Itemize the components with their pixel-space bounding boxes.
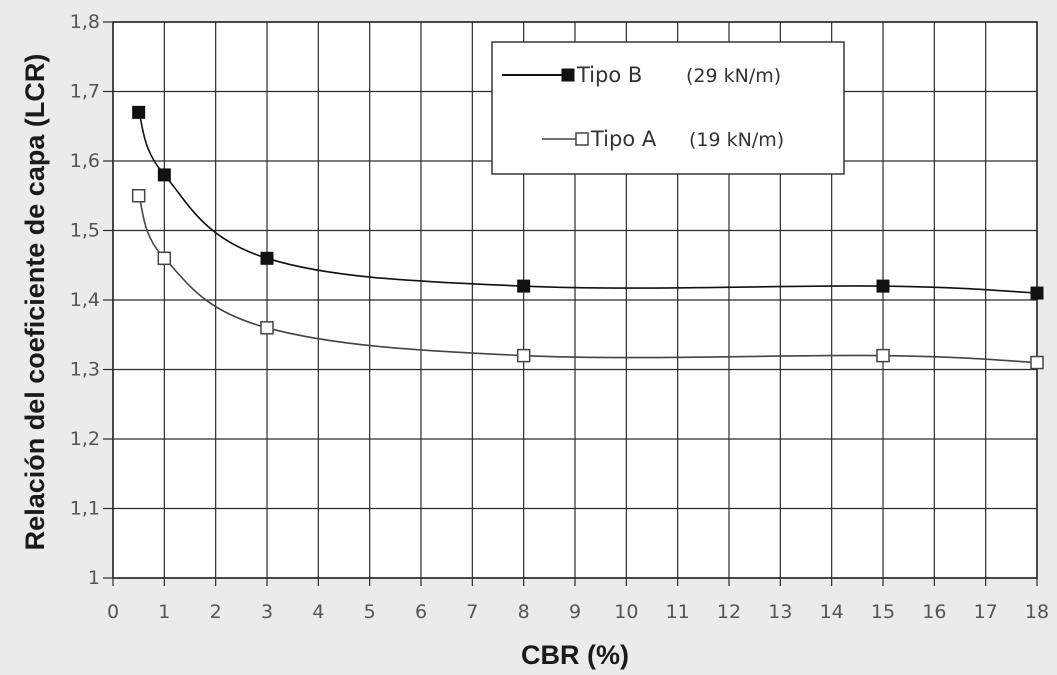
x-tick-label: 15: [871, 601, 895, 623]
series-line-tipo-a: [137, 195, 1038, 364]
series-markers: [131, 105, 1044, 370]
x-tick-label: 0: [107, 601, 119, 623]
y-tick-label: 1,4: [70, 289, 100, 311]
data-point-tipo-a: [157, 251, 172, 266]
y-tick-label: 1,7: [70, 81, 100, 103]
x-tick-label: 13: [768, 601, 792, 623]
data-point-tipo-b: [157, 168, 171, 182]
x-tick-label: 8: [518, 601, 530, 623]
data-point-tipo-a: [131, 189, 146, 203]
data-point-tipo-a: [876, 348, 890, 363]
y-tick-label: 1,1: [70, 498, 100, 520]
legend: Tipo B (29 kN/m) Tipo A (19 kN/m): [491, 41, 845, 175]
data-point-tipo-a: [260, 321, 274, 335]
y-axis-ticks: 1 1,1 1,2 1,3 1,4 1,5 1,6 1,7 1,8: [70, 11, 113, 589]
y-axis-title: Relación del coeficiente de capa (LCR): [20, 54, 50, 551]
series-lines: [137, 112, 1038, 364]
data-point-tipo-b: [260, 251, 274, 265]
legend-unit-tipo-b: (29 kN/m): [686, 65, 781, 87]
x-tick-label: 7: [466, 601, 478, 623]
data-point-tipo-b: [517, 279, 531, 293]
y-tick-label: 1,2: [70, 428, 100, 450]
legend-marker-tipo-b: [561, 68, 575, 82]
x-tick-label: 6: [415, 601, 427, 623]
data-point-tipo-b: [132, 105, 146, 119]
x-tick-label: 9: [569, 601, 581, 623]
x-tick-label: 17: [974, 601, 998, 623]
x-tick-label: 11: [666, 601, 690, 623]
legend-unit-tipo-a: (19 kN/m): [689, 129, 784, 151]
data-point-tipo-b: [1030, 286, 1044, 300]
x-tick-label: 2: [210, 601, 222, 623]
x-tick-label: 4: [312, 601, 324, 623]
x-axis-ticks: 0 1 2 3 4 5 6 7 8 9 10 11 12 13 14 15 16 17 18: [107, 578, 1049, 623]
legend-label-tipo-a: Tipo A: [590, 127, 657, 151]
y-tick-label: 1: [88, 567, 100, 589]
series-line-tipo-b: [137, 112, 1038, 294]
x-tick-label: 14: [820, 601, 844, 623]
legend-marker-tipo-a: [575, 132, 589, 146]
x-tick-label: 10: [614, 601, 638, 623]
x-tick-label: 1: [158, 601, 170, 623]
y-tick-label: 1,6: [70, 150, 100, 172]
data-point-tipo-b: [876, 279, 890, 293]
legend-box: [491, 41, 845, 175]
data-point-tipo-a: [516, 348, 531, 363]
x-tick-label: 12: [717, 601, 741, 623]
y-tick-label: 1,5: [70, 220, 100, 242]
x-axis-title: CBR (%): [521, 640, 629, 670]
x-tick-label: 16: [922, 601, 946, 623]
legend-label-tipo-b: Tipo B: [576, 63, 642, 87]
x-tick-label: 18: [1025, 601, 1049, 623]
data-point-tipo-a: [1030, 355, 1044, 370]
y-tick-label: 1,8: [70, 11, 100, 33]
x-tick-label: 5: [364, 601, 376, 623]
y-tick-label: 1,3: [70, 359, 100, 381]
x-tick-label: 3: [261, 601, 273, 623]
